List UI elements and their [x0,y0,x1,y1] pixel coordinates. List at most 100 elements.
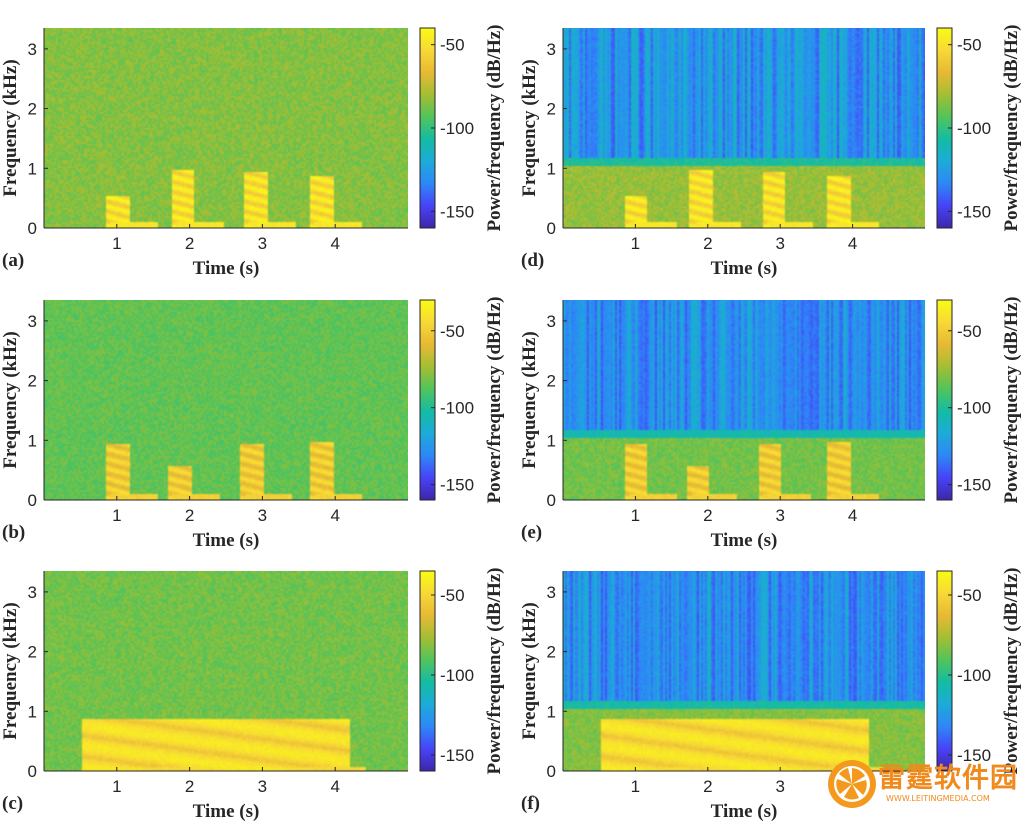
x-tick-label: 1 [631,234,640,253]
x-tick-label: 2 [703,506,712,525]
watermark-text: 雷霆软件园 [878,763,1018,794]
x-tick-label: 3 [775,777,784,796]
x-tick-label: 4 [330,506,339,525]
colorbar-title: Power/frequency (dB/Hz) [1001,567,1022,774]
y-tick-label: 2 [547,643,556,662]
y-tick-label: 1 [28,702,37,721]
colorbar-title: Power/frequency (dB/Hz) [484,24,505,231]
colorbar-title: Power/frequency (dB/Hz) [1001,24,1022,231]
colorbar-tick-label: -100 [957,666,991,685]
colorbar [420,571,435,771]
panel-label: (b) [2,522,25,543]
spectrogram-image [563,300,925,500]
x-tick-label: 1 [112,234,121,253]
y-tick-label: 1 [28,159,37,178]
y-tick-label: 1 [547,431,556,450]
x-tick-label: 2 [185,506,194,525]
spectrogram-panel: 1 2 3 4 0 1 2 3 Time (s) Frequency (kHz) (b) -50 -10… [0,296,505,551]
y-axis-title: Frequency (kHz) [519,602,540,739]
x-tick-label: 1 [631,777,640,796]
colorbar-tick-label: -150 [957,746,991,765]
y-axis-title: Frequency (kHz) [0,331,21,468]
colorbar-tick-label: -100 [440,119,474,138]
x-axis-title: Time (s) [193,801,260,822]
colorbar-tick-label: -50 [440,586,465,605]
colorbar-tick-label: -50 [957,36,982,55]
x-tick-label: 4 [848,506,857,525]
colorbar [420,300,435,500]
y-tick-label: 3 [547,583,556,602]
colorbar [937,300,952,500]
colorbar-tick-label: -150 [440,476,474,495]
x-tick-label: 4 [330,234,339,253]
colorbar-frame [936,570,953,772]
x-axis-title: Time (s) [711,801,778,822]
colorbar-tick-label: -150 [440,746,474,765]
panel-label: (e) [521,522,542,543]
y-tick-label: 0 [547,219,556,238]
x-tick-label: 2 [703,234,712,253]
colorbar-title: Power/frequency (dB/Hz) [484,567,505,774]
colorbar-title: Power/frequency (dB/Hz) [484,296,505,503]
y-tick-label: 2 [547,372,556,391]
y-tick-label: 0 [547,762,556,781]
colorbar-frame [419,299,436,501]
y-tick-label: 1 [547,159,556,178]
y-tick-label: 3 [28,583,37,602]
y-tick-label: 2 [28,643,37,662]
x-tick-label: 3 [775,506,784,525]
x-tick-label: 4 [330,777,339,796]
spectrogram-image [563,571,925,771]
panel-label: (c) [2,793,23,814]
x-axis-title: Time (s) [193,258,260,279]
y-axis-title: Frequency (kHz) [0,602,21,739]
spectrogram-panel: 1 2 3 4 0 1 2 3 Time (s) Frequency (kHz) (a) -50 -10… [0,24,505,279]
spectrogram-image [44,571,408,771]
y-tick-label: 0 [28,762,37,781]
colorbar-tick-label: -100 [440,399,474,418]
x-axis-title: Time (s) [711,530,778,551]
y-tick-label: 0 [28,219,37,238]
spectrogram-panel: 1 2 3 4 0 1 2 3 Time (s) Frequency (kHz) (c) -50 -10… [0,567,505,822]
spectrogram-image [563,28,925,228]
panel-label: (f) [521,793,540,814]
y-tick-label: 3 [28,40,37,59]
spectrogram-panel: 1 2 3 4 0 1 2 3 Time (s) Frequency (kHz) (d) -50 -10… [519,24,1022,279]
y-axis-title: Frequency (kHz) [0,59,21,196]
x-axis-title: Time (s) [193,530,260,551]
x-tick-label: 2 [185,234,194,253]
x-tick-label: 1 [112,506,121,525]
watermark-subtext: WWW.LEITINGMEDIA.COM [886,794,990,803]
x-tick-label: 4 [848,234,857,253]
colorbar [937,571,952,771]
colorbar-tick-label: -50 [440,36,465,55]
x-axis-title: Time (s) [711,258,778,279]
colorbar-tick-label: -100 [957,119,991,138]
colorbar-tick-label: -50 [957,322,982,341]
x-tick-label: 3 [258,506,267,525]
y-tick-label: 0 [28,491,37,510]
y-tick-label: 2 [28,372,37,391]
x-tick-label: 3 [258,234,267,253]
watermark-logo: 雷霆软件园 WWW.LEITINGMEDIA.COM [826,752,1022,830]
colorbar-tick-label: -50 [440,322,465,341]
colorbar-tick-label: -50 [957,586,982,605]
x-tick-label: 3 [258,777,267,796]
x-tick-label: 2 [185,777,194,796]
colorbar-title: Power/frequency (dB/Hz) [1001,296,1022,503]
y-axis-title: Frequency (kHz) [519,331,540,468]
colorbar [420,28,435,228]
x-tick-label: 1 [631,506,640,525]
colorbar-frame [936,299,953,501]
y-tick-label: 2 [547,100,556,119]
y-axis-title: Frequency (kHz) [519,59,540,196]
x-tick-label: 1 [112,777,121,796]
x-tick-label: 2 [703,777,712,796]
x-tick-label: 3 [775,234,784,253]
y-tick-label: 1 [28,431,37,450]
panel-label: (d) [521,250,544,271]
colorbar-tick-label: -150 [957,202,991,221]
y-tick-label: 0 [547,491,556,510]
